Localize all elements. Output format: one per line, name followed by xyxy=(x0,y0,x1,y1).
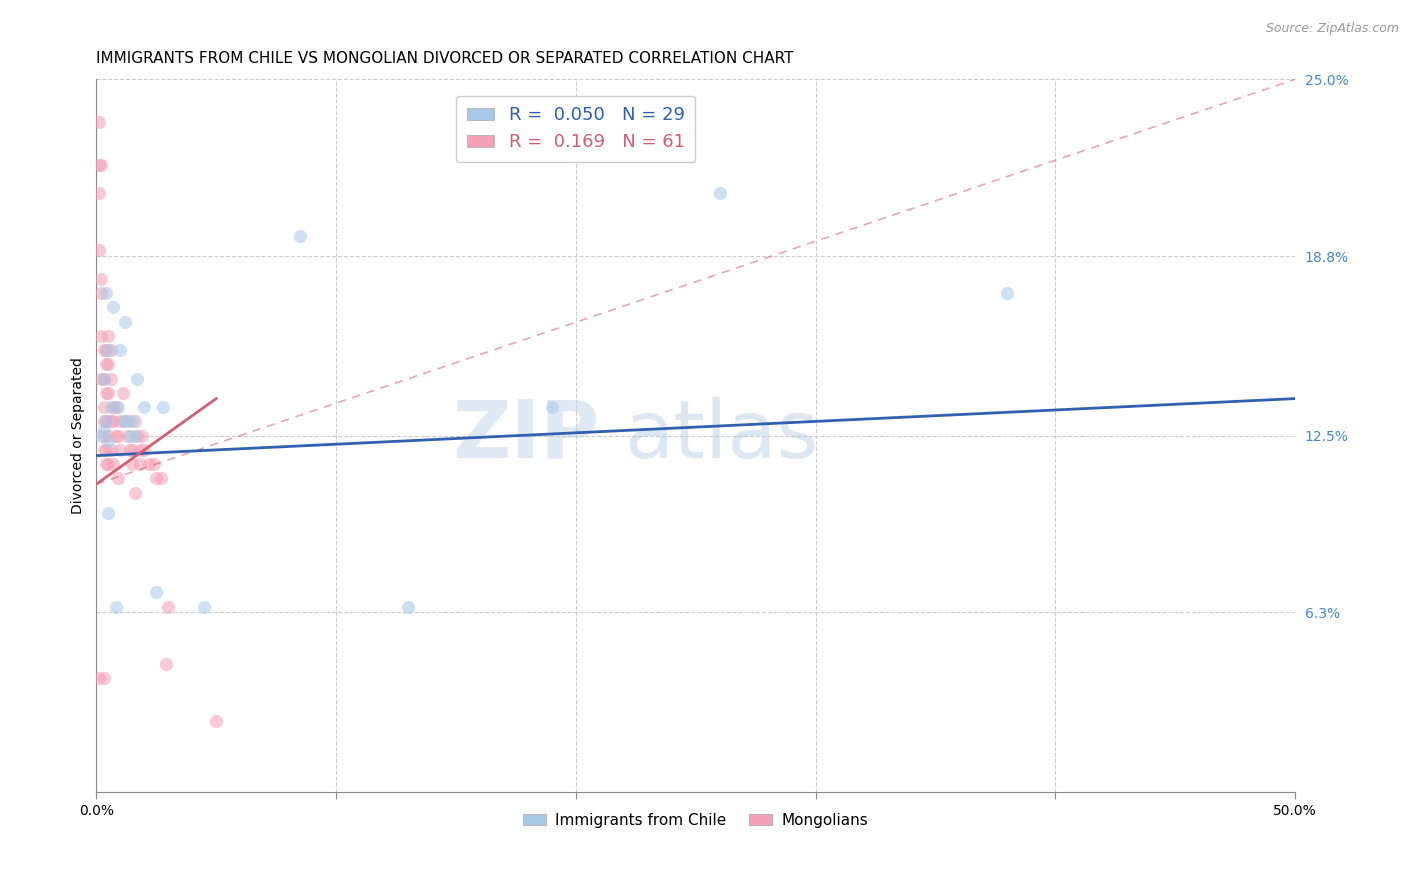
Point xyxy=(145,471,167,485)
Point xyxy=(94,286,117,301)
Point xyxy=(121,414,143,428)
Point xyxy=(107,471,129,485)
Point xyxy=(97,343,120,358)
Point xyxy=(193,599,215,614)
Y-axis label: Divorced or Separated: Divorced or Separated xyxy=(72,357,86,514)
Point xyxy=(114,315,136,329)
Point xyxy=(138,457,160,471)
Point xyxy=(111,414,134,428)
Point xyxy=(121,442,143,457)
Point xyxy=(107,400,129,414)
Point xyxy=(100,442,122,457)
Point xyxy=(94,385,117,400)
Point xyxy=(124,414,146,428)
Point xyxy=(110,414,132,428)
Point xyxy=(118,428,141,442)
Point xyxy=(93,400,115,414)
Point xyxy=(127,428,149,442)
Point xyxy=(87,671,110,685)
Point xyxy=(101,301,124,315)
Point xyxy=(104,400,127,414)
Point xyxy=(93,371,115,385)
Point xyxy=(94,414,117,428)
Point xyxy=(100,400,122,414)
Point xyxy=(97,428,120,442)
Point xyxy=(152,400,174,414)
Point xyxy=(124,485,146,500)
Point xyxy=(117,428,139,442)
Point xyxy=(94,358,117,372)
Point xyxy=(94,414,117,428)
Point xyxy=(118,442,141,457)
Point xyxy=(93,428,115,442)
Point xyxy=(100,371,122,385)
Point xyxy=(97,329,120,343)
Point xyxy=(127,371,149,385)
Point xyxy=(93,414,115,428)
Point xyxy=(145,585,167,599)
Point xyxy=(87,115,110,129)
Point xyxy=(104,428,127,442)
Point xyxy=(104,599,127,614)
Point xyxy=(134,400,156,414)
Point xyxy=(134,442,156,457)
Point xyxy=(995,286,1018,301)
Point xyxy=(157,599,180,614)
Point xyxy=(101,400,124,414)
Point xyxy=(97,358,120,372)
Point xyxy=(94,343,117,358)
Point xyxy=(93,343,115,358)
Point xyxy=(97,506,120,520)
Legend: Immigrants from Chile, Mongolians: Immigrants from Chile, Mongolians xyxy=(517,807,875,834)
Text: atlas: atlas xyxy=(624,397,818,475)
Text: ZIP: ZIP xyxy=(453,397,600,475)
Point xyxy=(117,414,139,428)
Point xyxy=(205,714,228,728)
Point xyxy=(110,442,132,457)
Point xyxy=(709,186,731,201)
Point xyxy=(93,423,115,437)
Point xyxy=(100,414,122,428)
Point xyxy=(90,286,112,301)
Point xyxy=(90,158,112,172)
Point xyxy=(90,428,112,442)
Point xyxy=(114,414,136,428)
Point xyxy=(93,671,115,685)
Point xyxy=(100,343,122,358)
Point xyxy=(540,400,562,414)
Point xyxy=(111,385,134,400)
Point xyxy=(142,457,165,471)
Point xyxy=(93,371,115,385)
Point xyxy=(94,442,117,457)
Point xyxy=(97,457,120,471)
Point xyxy=(124,428,146,442)
Point xyxy=(110,343,132,358)
Point xyxy=(101,457,124,471)
Point xyxy=(107,428,129,442)
Point xyxy=(131,428,153,442)
Point xyxy=(93,442,115,457)
Point xyxy=(94,457,117,471)
Point xyxy=(87,186,110,201)
Point xyxy=(101,414,124,428)
Point xyxy=(288,229,311,244)
Point xyxy=(97,434,120,449)
Point xyxy=(150,471,173,485)
Point xyxy=(90,272,112,286)
Point xyxy=(121,457,143,471)
Point xyxy=(90,329,112,343)
Point xyxy=(396,599,419,614)
Point xyxy=(87,158,110,172)
Point xyxy=(87,244,110,258)
Text: IMMIGRANTS FROM CHILE VS MONGOLIAN DIVORCED OR SEPARATED CORRELATION CHART: IMMIGRANTS FROM CHILE VS MONGOLIAN DIVOR… xyxy=(97,51,794,66)
Point xyxy=(128,442,150,457)
Text: Source: ZipAtlas.com: Source: ZipAtlas.com xyxy=(1265,22,1399,36)
Point xyxy=(90,371,112,385)
Point xyxy=(128,457,150,471)
Point xyxy=(97,385,120,400)
Point xyxy=(155,657,177,671)
